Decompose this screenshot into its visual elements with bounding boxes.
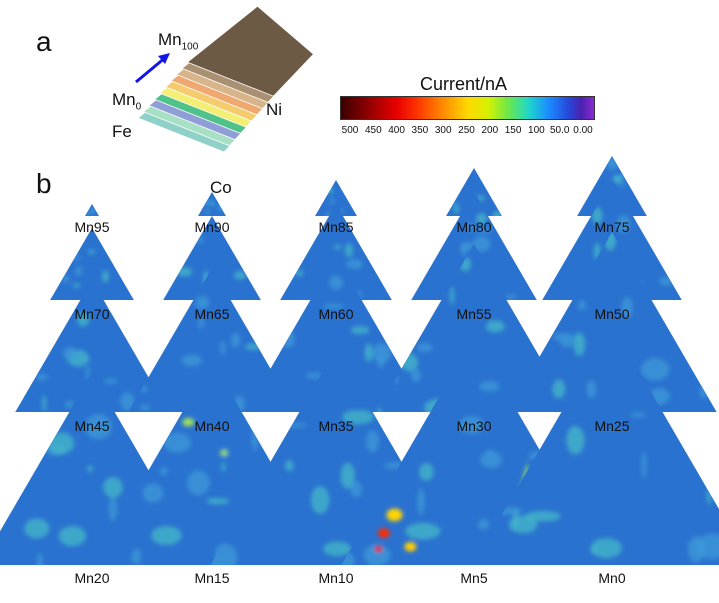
triangle-label: Mn95 bbox=[74, 219, 110, 235]
colorbar-title: Current/nA bbox=[420, 74, 508, 94]
triangle-label: Mn50 bbox=[594, 306, 630, 322]
mn-arrow bbox=[135, 55, 167, 84]
current-map-triangle bbox=[50, 228, 134, 300]
colorbar-tick-label: 200 bbox=[481, 125, 499, 136]
colorbar-tick-label: 500 bbox=[341, 125, 359, 136]
stack-layer bbox=[186, 5, 315, 97]
triangle-label: Mn25 bbox=[594, 418, 630, 434]
triangle-label: Mn40 bbox=[194, 418, 230, 434]
panel-a-letter: a bbox=[36, 26, 52, 57]
triangle-label: Mn65 bbox=[194, 306, 230, 322]
current-map-triangle bbox=[128, 268, 296, 412]
triangle-label: Mn80 bbox=[456, 219, 492, 235]
triangle-label: Mn60 bbox=[318, 306, 354, 322]
colorbar-tick-label: 250 bbox=[458, 125, 475, 136]
colorbar-gradient bbox=[340, 96, 595, 120]
current-map-triangle bbox=[15, 280, 169, 412]
panel-b-letter: b bbox=[36, 168, 52, 199]
colorbar-tick-label: 300 bbox=[434, 125, 452, 136]
triangle-label: Mn5 bbox=[460, 570, 488, 586]
triangle-label: Mn30 bbox=[456, 418, 492, 434]
triangle-label: Mn10 bbox=[318, 570, 354, 586]
colorbar-tick-label: 50.0 bbox=[549, 125, 570, 136]
current-map-triangle bbox=[472, 325, 719, 565]
colorbar-tick-label: 100 bbox=[528, 125, 545, 136]
mn-arrow-head bbox=[158, 53, 170, 64]
triangle-label: Mn55 bbox=[456, 306, 492, 322]
triangle-label: Mn75 bbox=[594, 219, 630, 235]
triangle-label: Mn0 bbox=[598, 570, 626, 586]
triangle-label: Mn20 bbox=[74, 570, 110, 586]
triangle-label: Mn85 bbox=[318, 219, 354, 235]
triangle-label: Mn35 bbox=[318, 418, 354, 434]
triangle-label: Mn45 bbox=[74, 418, 110, 434]
co-label: Co bbox=[210, 178, 232, 197]
mn-bottom-label: Mn0 bbox=[112, 90, 142, 113]
ni-label: Ni bbox=[266, 100, 283, 119]
fe-label: Fe bbox=[112, 122, 132, 141]
triangle-label: Mn90 bbox=[194, 219, 230, 235]
triangle-label: Mn70 bbox=[74, 306, 110, 322]
colorbar-tick-label: 400 bbox=[388, 125, 405, 136]
current-map-triangle bbox=[85, 204, 99, 216]
colorbar-tick-label: 450 bbox=[364, 125, 382, 136]
triangle-label: Mn15 bbox=[194, 570, 230, 586]
current-map-triangle bbox=[198, 192, 226, 216]
colorbar-tick-label: 350 bbox=[411, 125, 429, 136]
colorbar-tick-label: 150 bbox=[504, 125, 522, 136]
ternary-stack-layers bbox=[137, 5, 315, 153]
mn-top-label: Mn100 bbox=[158, 30, 199, 53]
colorbar-tick-label: 0.00 bbox=[573, 125, 593, 136]
